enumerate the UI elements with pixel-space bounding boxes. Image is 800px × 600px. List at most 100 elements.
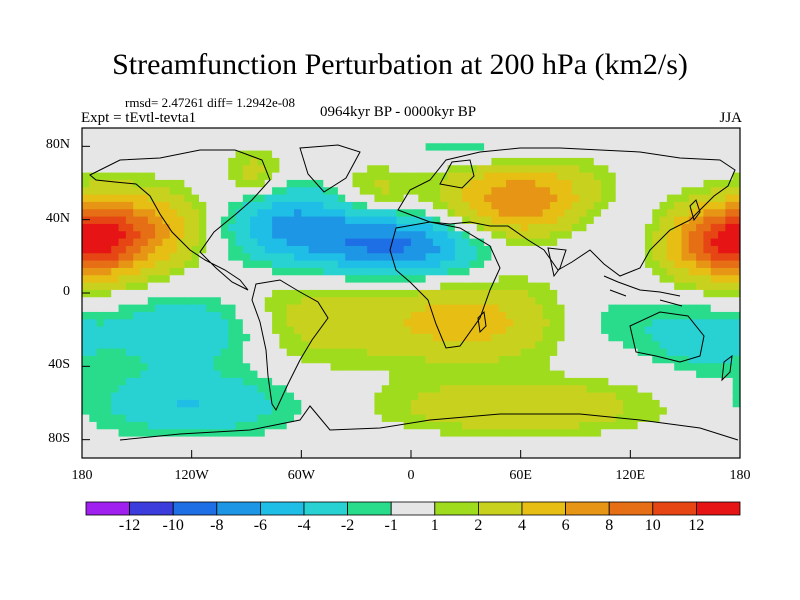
contour-cell <box>608 186 617 195</box>
contour-cell <box>242 164 251 173</box>
contour-cell <box>250 208 259 217</box>
contour-cell <box>228 274 237 283</box>
contour-cell <box>184 377 193 386</box>
contour-cell <box>630 333 639 342</box>
contour-cell <box>352 208 361 217</box>
contour-cell <box>615 377 624 386</box>
contour-cell <box>177 186 185 195</box>
contour-cell <box>696 450 705 458</box>
contour-cell <box>352 311 361 320</box>
contour-cell <box>593 252 602 261</box>
contour-cell <box>264 318 273 327</box>
contour-cell <box>652 436 661 444</box>
contour-cell <box>403 450 412 458</box>
contour-cell <box>177 406 185 415</box>
contour-cell <box>440 304 449 312</box>
contour-cell <box>294 252 302 261</box>
contour-cell <box>206 436 215 444</box>
colorbar-swatch <box>303 501 348 516</box>
contour-cell <box>169 208 178 217</box>
contour-cell <box>586 267 595 276</box>
contour-cell <box>403 245 412 254</box>
contour-cell <box>125 260 134 268</box>
contour-cell <box>111 194 120 202</box>
contour-cell <box>315 436 324 444</box>
contour-cell <box>732 443 740 452</box>
contour-cell <box>718 304 726 312</box>
contour-cell <box>527 135 536 144</box>
contour-cell <box>111 274 120 283</box>
contour-cell <box>484 443 493 452</box>
contour-cell <box>513 172 522 180</box>
contour-cell <box>374 245 383 254</box>
contour-cell <box>506 377 514 386</box>
contour-cell <box>469 377 478 386</box>
contour-cell <box>169 194 178 202</box>
contour-cell <box>674 399 683 408</box>
contour-cell <box>213 157 222 166</box>
contour-cell <box>250 172 259 180</box>
contour-cell <box>198 142 207 151</box>
contour-cell <box>527 326 536 334</box>
contour-cell <box>681 392 690 400</box>
contour-cell <box>279 289 288 298</box>
contour-cell <box>535 216 544 224</box>
contour-cell <box>476 450 485 458</box>
contour-cell <box>89 142 98 151</box>
contour-cell <box>403 304 412 312</box>
contour-cell <box>454 201 463 210</box>
contour-cell <box>315 230 324 239</box>
contour-cell <box>491 164 500 173</box>
contour-cell <box>235 172 244 180</box>
contour-cell <box>637 128 646 136</box>
contour-cell <box>323 230 332 239</box>
contour-cell <box>623 186 631 195</box>
contour-cell <box>169 428 178 437</box>
contour-cell <box>491 311 500 320</box>
contour-cell <box>82 238 90 246</box>
contour-cell <box>652 238 661 246</box>
contour-cell <box>191 414 200 422</box>
contour-cell <box>432 260 441 268</box>
contour-cell <box>118 362 127 371</box>
contour-cell <box>454 172 463 180</box>
contour-cell <box>330 194 339 202</box>
contour-cell <box>242 274 251 283</box>
contour-cell <box>177 223 185 232</box>
contour-cell <box>630 414 639 422</box>
colorbar-label: 6 <box>561 517 570 534</box>
contour-cell <box>557 304 566 312</box>
contour-cell <box>454 355 463 364</box>
contour-cell <box>250 230 259 239</box>
contour-cell <box>96 414 105 422</box>
contour-cell <box>162 436 171 444</box>
contour-cell <box>286 304 295 312</box>
contour-cell <box>301 399 310 408</box>
contour-cell <box>579 355 588 364</box>
contour-cell <box>688 245 697 254</box>
contour-cell <box>220 208 229 217</box>
contour-cell <box>155 172 164 180</box>
contour-cell <box>644 179 653 188</box>
contour-cell <box>484 377 493 386</box>
contour-cell <box>198 238 207 246</box>
contour-cell <box>206 223 215 232</box>
contour-cell <box>206 311 215 320</box>
contour-cell <box>674 304 683 312</box>
contour-cell <box>703 135 712 144</box>
colorbar-swatch <box>172 501 218 516</box>
contour-cell <box>272 223 280 232</box>
contour-cell <box>681 274 690 283</box>
contour-cell <box>323 157 332 166</box>
contour-cell <box>652 406 661 415</box>
contour-cell <box>198 282 207 290</box>
contour-cell <box>608 399 617 408</box>
contour-cell <box>228 362 237 371</box>
contour-cell <box>345 172 354 180</box>
contour-cell <box>272 348 280 356</box>
contour-cell <box>696 274 705 283</box>
contour-cell <box>228 201 237 210</box>
contour-cell <box>359 216 368 224</box>
contour-cell <box>615 318 624 327</box>
contour-cell <box>177 348 185 356</box>
